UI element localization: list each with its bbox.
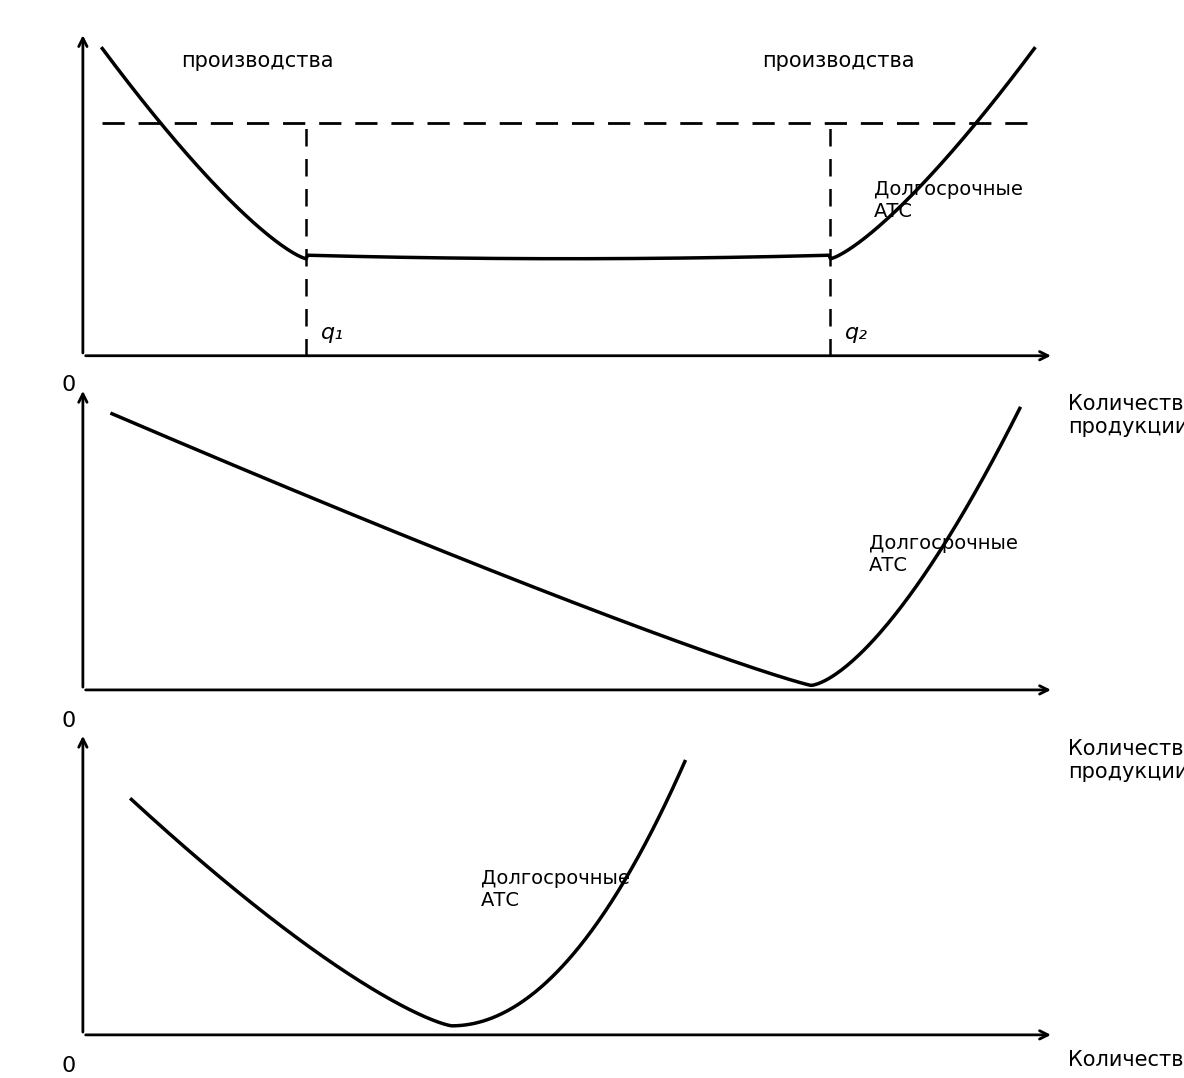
Text: 0: 0: [62, 1056, 76, 1076]
Text: 0: 0: [62, 711, 76, 731]
Text: 0: 0: [62, 375, 76, 396]
Text: Долгосрочные
АТС: Долгосрочные АТС: [869, 534, 1018, 575]
Text: Количество
продукции: Количество продукции: [1068, 395, 1184, 438]
Text: производства: производства: [762, 51, 915, 71]
Text: Долгосрочные
АТС: Долгосрочные АТС: [481, 870, 630, 911]
Text: Количество: Количество: [1068, 1050, 1184, 1070]
Text: Долгосрочные
АТС: Долгосрочные АТС: [874, 180, 1023, 221]
Text: производства: производства: [181, 51, 334, 71]
Text: q₁: q₁: [321, 322, 343, 343]
Text: Количество
продукции: Количество продукции: [1068, 740, 1184, 783]
Text: q₂: q₂: [845, 322, 868, 343]
